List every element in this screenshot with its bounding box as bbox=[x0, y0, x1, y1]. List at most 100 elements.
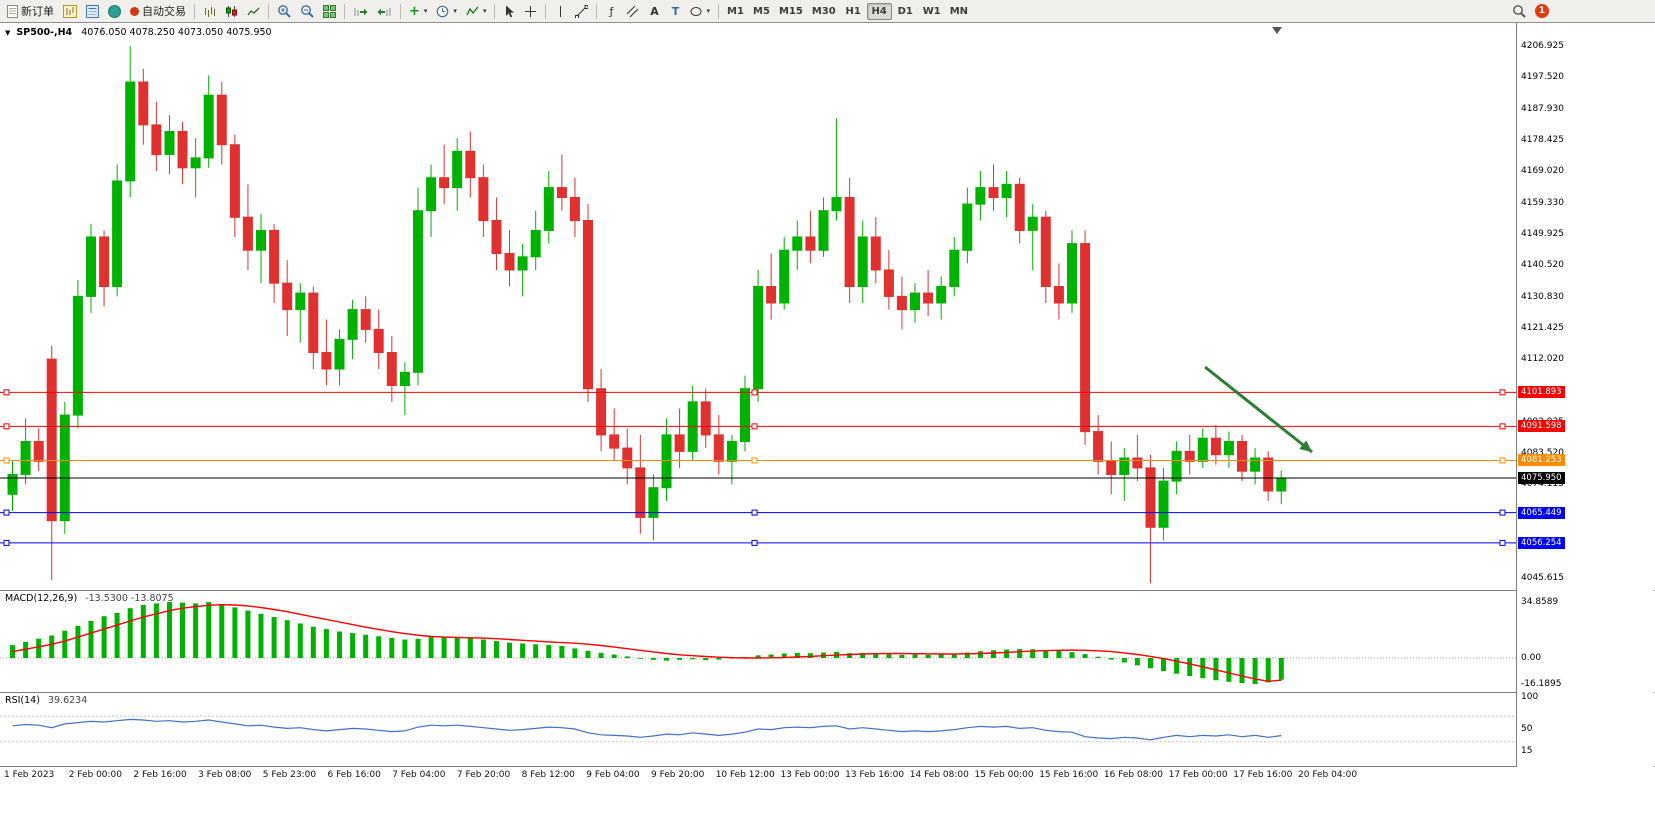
macd-bar bbox=[781, 653, 787, 658]
resistance-line-1-handle[interactable] bbox=[1499, 389, 1506, 396]
text-label-button[interactable]: T bbox=[665, 2, 685, 21]
line-chart-button[interactable] bbox=[243, 2, 264, 21]
support-line-2-handle[interactable] bbox=[751, 539, 758, 546]
price-axis-label: 4074.115 bbox=[1521, 479, 1564, 489]
trendline-button[interactable] bbox=[571, 2, 592, 21]
time-axis-label: 6 Feb 16:00 bbox=[327, 770, 381, 780]
symbol-period-label: SP500-,H4 bbox=[16, 27, 73, 38]
pivot-line-handle[interactable] bbox=[3, 457, 10, 464]
timeframe-h1-button[interactable]: H1 bbox=[841, 3, 866, 20]
chart-shift-button[interactable] bbox=[373, 2, 396, 21]
candle-body bbox=[1093, 431, 1104, 462]
candle-body bbox=[295, 292, 306, 311]
data-window-button[interactable] bbox=[82, 2, 103, 21]
price-axis-label: 4045.615 bbox=[1521, 573, 1564, 583]
resistance-line-1-handle[interactable] bbox=[751, 389, 758, 396]
text-button[interactable]: A bbox=[644, 2, 664, 21]
zoom-out-button[interactable] bbox=[296, 2, 318, 21]
candle-body bbox=[1263, 457, 1274, 492]
candle-body bbox=[177, 131, 188, 169]
candle-body bbox=[269, 229, 280, 284]
candle-body bbox=[988, 187, 999, 199]
timeframe-w1-button[interactable]: W1 bbox=[919, 3, 945, 20]
candle-body bbox=[1027, 216, 1038, 231]
support-line-2-handle[interactable] bbox=[1499, 539, 1506, 546]
bar-chart-button[interactable] bbox=[199, 2, 220, 21]
chart-window-button[interactable] bbox=[59, 2, 81, 21]
fibonacci-button[interactable]: ƒ bbox=[601, 2, 621, 21]
tile-windows-button[interactable] bbox=[319, 2, 340, 21]
support-line-2-handle[interactable] bbox=[3, 539, 10, 546]
indicators-button[interactable]: ▾ bbox=[462, 2, 491, 21]
search-icon[interactable] bbox=[1512, 4, 1526, 18]
rsi-axis-label: 100 bbox=[1521, 692, 1539, 702]
new-order-icon bbox=[7, 4, 18, 18]
macd-bar bbox=[847, 653, 853, 658]
candle-body bbox=[164, 131, 175, 156]
notification-badge[interactable]: 1 bbox=[1535, 4, 1549, 18]
trend-arrow[interactable] bbox=[1204, 365, 1313, 454]
cursor-button[interactable] bbox=[499, 2, 519, 21]
auto-trading-button[interactable]: 自动交易 bbox=[126, 2, 190, 21]
candle-body bbox=[86, 236, 96, 297]
candle-body bbox=[1040, 216, 1051, 287]
timeframe-d1-button[interactable]: D1 bbox=[893, 3, 918, 20]
candle-body bbox=[740, 388, 750, 443]
candlestick-chart-button[interactable] bbox=[221, 2, 242, 21]
channels-button[interactable] bbox=[622, 2, 643, 21]
auto-scroll-button[interactable] bbox=[349, 2, 372, 21]
resistance-line-1-handle[interactable] bbox=[3, 389, 10, 396]
zoom-in-button[interactable] bbox=[273, 2, 295, 21]
macd-bar bbox=[585, 650, 591, 658]
new-chart-button[interactable]: + ▾ bbox=[405, 2, 431, 21]
candle-body bbox=[1053, 286, 1064, 304]
macd-bar bbox=[402, 639, 408, 658]
candle-body bbox=[1171, 450, 1182, 482]
macd-axis-label: 34.8589 bbox=[1521, 597, 1559, 607]
one-click-trading-toggle[interactable]: ▼ bbox=[5, 29, 11, 37]
new-order-button[interactable]: 新订单 bbox=[3, 2, 58, 21]
toolbar-separator bbox=[400, 3, 401, 19]
macd-bar bbox=[1095, 656, 1101, 658]
candle-body bbox=[1184, 450, 1195, 462]
pivot-line-price-tag: 4081.253 bbox=[1518, 454, 1565, 467]
time-axis[interactable]: 1 Feb 2023 2 Feb 00:00 2 Feb 16:00 3 Feb 08… bbox=[0, 768, 1516, 784]
resistance-line-2-handle[interactable] bbox=[3, 423, 10, 430]
pivot-line-handle[interactable] bbox=[1499, 457, 1506, 464]
new-order-label: 新订单 bbox=[21, 5, 54, 18]
toolbar-separator bbox=[344, 3, 345, 19]
shapes-button[interactable]: ▾ bbox=[686, 2, 714, 21]
periods-button[interactable]: ▾ bbox=[432, 2, 461, 21]
resistance-line-2-handle[interactable] bbox=[751, 423, 758, 430]
navigator-button[interactable] bbox=[104, 2, 125, 21]
support-line-1-handle[interactable] bbox=[3, 509, 10, 516]
timeframe-h4-button[interactable]: H4 bbox=[866, 2, 892, 20]
pivot-line-handle[interactable] bbox=[751, 457, 758, 464]
support-line-1-handle[interactable] bbox=[751, 509, 758, 516]
macd-bar bbox=[533, 644, 539, 658]
support-line-1-handle[interactable] bbox=[1499, 509, 1506, 516]
timeframe-m5-button[interactable]: M5 bbox=[749, 3, 774, 20]
vertical-line-button[interactable] bbox=[550, 2, 570, 21]
crosshair-button[interactable] bbox=[520, 2, 541, 21]
macd-bar bbox=[938, 654, 944, 658]
timeframe-m15-button[interactable]: M15 bbox=[775, 3, 807, 20]
timeframe-m30-button[interactable]: M30 bbox=[808, 3, 840, 20]
price-axis-label: 4169.020 bbox=[1521, 166, 1564, 176]
price-axis-label: 4121.425 bbox=[1521, 322, 1564, 333]
macd-bar bbox=[690, 658, 696, 660]
resistance-line-2-handle[interactable] bbox=[1499, 423, 1506, 430]
timeframe-m1-button[interactable]: M1 bbox=[723, 3, 748, 20]
time-axis-label: 2 Feb 00:00 bbox=[68, 770, 123, 780]
candle-body bbox=[661, 434, 672, 489]
macd-bar bbox=[873, 653, 879, 658]
timeframe-mn-button[interactable]: MN bbox=[946, 3, 972, 20]
chart-shift-marker[interactable] bbox=[1272, 27, 1282, 34]
rsi-name: RSI(14) bbox=[5, 695, 40, 706]
trend-arrow-head[interactable] bbox=[1299, 440, 1312, 452]
macd-bar bbox=[624, 656, 630, 658]
price-axis[interactable]: 4206.925 4197.520 4187.930 4178.425 4169.020… bbox=[1517, 23, 1654, 768]
cursor-icon bbox=[505, 5, 514, 17]
time-axis-label: 2 Feb 16:00 bbox=[133, 770, 187, 780]
